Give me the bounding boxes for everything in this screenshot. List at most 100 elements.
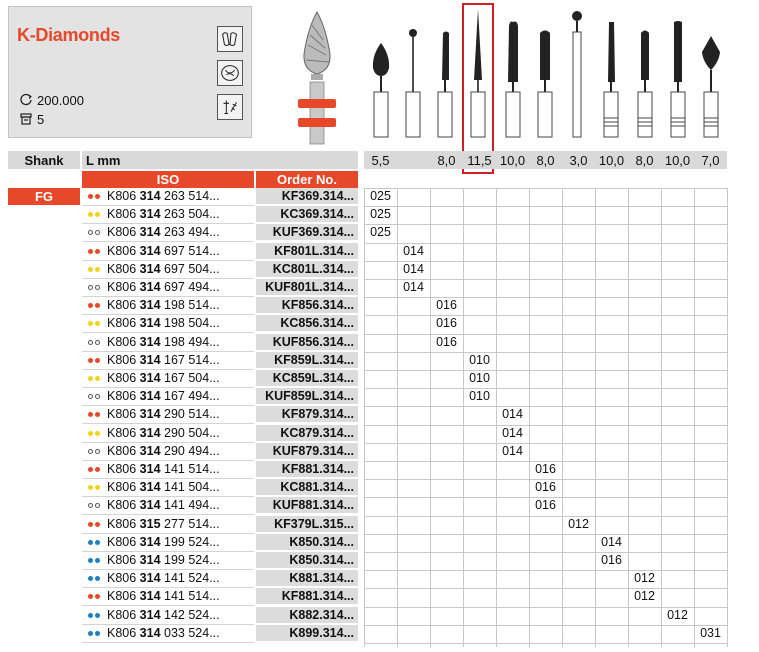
table-row[interactable]: K806 314 167 494... KUF859L.314... 010 — [82, 388, 727, 406]
iso-cell: K806 314 263 504... — [82, 206, 254, 224]
table-row[interactable]: K806 314 290 494... KUF879.314... 014 — [82, 443, 727, 461]
grit-indicator-icon — [82, 188, 107, 205]
table-row[interactable]: K806 314 141 514... KF881.314... 012 — [82, 588, 727, 606]
grid-line — [364, 461, 727, 462]
iso-suffix: 290 494... — [160, 444, 220, 458]
order-number[interactable]: KF856.314... — [256, 297, 358, 314]
order-number[interactable]: KF881.314... — [256, 461, 358, 478]
iso-header: ISO — [82, 171, 254, 188]
size-value: 012 — [568, 517, 589, 531]
table-row[interactable]: K806 314 198 494... KUF856.314... 016 — [82, 334, 727, 352]
grit-indicator-icon — [82, 443, 107, 460]
length-cell: 5,5 — [364, 151, 397, 169]
iso-shank-code: 314 — [139, 426, 161, 440]
table-row[interactable]: K806 314 263 494... KUF369.314... 025 — [82, 224, 727, 242]
iso-prefix: K806 — [107, 353, 140, 367]
table-row[interactable]: K806 314 167 504... KC859L.314... 010 — [82, 370, 727, 388]
grid-line — [364, 443, 727, 444]
table-row[interactable]: K806 314 199 524... K850.314... 014 — [82, 534, 727, 552]
size-value: 016 — [436, 298, 457, 312]
table-row[interactable]: K806 314 697 514... KF801L.314... 014 — [82, 243, 727, 261]
iso-shank-code: 314 — [139, 371, 161, 385]
order-number[interactable]: K850.314... — [256, 552, 358, 569]
order-number[interactable]: KF859L.314... — [256, 352, 358, 369]
order-number[interactable]: KC856.314... — [256, 315, 358, 332]
bur-8-850 — [603, 22, 619, 138]
iso-cell: K806 314 198 514... — [82, 297, 254, 315]
table-row[interactable]: K806 314 290 514... KF879.314... 014 — [82, 406, 727, 424]
table-row[interactable]: K806 315 277 514... KF379L.315... 012 — [82, 516, 727, 534]
table-row[interactable]: K806 314 141 504... KC881.314... 016 — [82, 479, 727, 497]
table-row[interactable]: K806 314 198 514... KF856.314... 016 — [82, 297, 727, 315]
order-number[interactable]: KC369.314... — [256, 206, 358, 223]
iso-prefix: K806 — [107, 571, 140, 585]
table-row[interactable]: K806 314 033 524... K899.314... 031 — [82, 625, 727, 643]
table-row[interactable]: K806 314 167 514... KF859L.314... 010 — [82, 352, 727, 370]
iso-suffix: 199 524... — [160, 553, 220, 567]
table-row[interactable]: K806 314 198 504... KC856.314... 016 — [82, 315, 727, 333]
length-cell — [397, 151, 430, 169]
order-number[interactable]: KUF859L.314... — [256, 388, 358, 405]
order-number[interactable]: KC881.314... — [256, 479, 358, 496]
iso-suffix: 290 514... — [160, 407, 220, 421]
order-number[interactable]: KF881.314... — [256, 588, 358, 605]
order-number[interactable]: KF801L.314... — [256, 243, 358, 260]
order-number[interactable]: KUF879.314... — [256, 443, 358, 460]
instrument-illustrations — [298, 9, 720, 145]
order-number[interactable]: KF879.314... — [256, 406, 358, 423]
order-number[interactable]: K882.314... — [256, 607, 358, 624]
grit-indicator-icon — [82, 406, 107, 423]
grid-line — [364, 516, 727, 517]
product-header: K-Diamonds 200.000 5 — [8, 6, 252, 138]
order-number[interactable]: K881.314... — [256, 570, 358, 587]
iso-suffix: 198 514... — [160, 298, 220, 312]
grid-line — [694, 188, 695, 647]
order-number[interactable]: KUF881.314... — [256, 497, 358, 514]
size-value: 016 — [601, 553, 622, 567]
table-row[interactable]: K806 314 141 524... K881.314... 012 — [82, 570, 727, 588]
grit-indicator-icon — [82, 588, 107, 605]
table-row[interactable]: K806 314 697 494... KUF801L.314... 014 — [82, 279, 727, 297]
grid-line — [364, 552, 727, 553]
order-number[interactable]: K850.314... — [256, 534, 358, 551]
order-number[interactable]: KF369.314... — [256, 188, 358, 205]
table-row[interactable]: K806 314 290 504... KC879.314... 014 — [82, 425, 727, 443]
table-row[interactable]: K806 314 142 524... K882.314... 012 — [82, 607, 727, 625]
iso-cell: K806 314 167 514... — [82, 352, 254, 370]
grit-indicator-icon — [82, 625, 107, 642]
iso-suffix: 263 494... — [160, 225, 220, 239]
length-cell: 10,0 — [496, 151, 529, 169]
grid-line — [364, 188, 365, 647]
iso-prefix: K806 — [107, 426, 140, 440]
iso-shank-code: 314 — [139, 353, 161, 367]
iso-cell: K806 314 167 504... — [82, 370, 254, 388]
iso-suffix: 198 504... — [160, 316, 220, 330]
order-number[interactable]: KC859L.314... — [256, 370, 358, 387]
size-value: 014 — [502, 426, 523, 440]
iso-shank-code: 314 — [139, 462, 161, 476]
size-value: 014 — [403, 280, 424, 294]
order-number[interactable]: K899.314... — [256, 625, 358, 642]
table-row[interactable]: K806 314 263 504... KC369.314... 025 — [82, 206, 727, 224]
grit-indicator-icon — [82, 497, 107, 514]
order-number[interactable]: KUF369.314... — [256, 224, 358, 241]
iso-prefix: K806 — [107, 316, 140, 330]
table-row[interactable]: K806 314 697 504... KC801L.314... 014 — [82, 261, 727, 279]
size-value: 016 — [535, 480, 556, 494]
table-row[interactable]: K806 314 141 514... KF881.314... 016 — [82, 461, 727, 479]
iso-cell: K806 314 167 494... — [82, 388, 254, 406]
order-number[interactable]: KC879.314... — [256, 425, 358, 442]
size-value: 014 — [403, 262, 424, 276]
iso-shank-code: 314 — [139, 589, 161, 603]
table-row[interactable]: K806 314 263 514... KF369.314... 025 — [82, 188, 727, 206]
iso-prefix: K806 — [107, 225, 140, 239]
table-row[interactable]: K806 314 141 494... KUF881.314... 016 — [82, 497, 727, 515]
order-number[interactable]: KF379L.315... — [256, 516, 358, 533]
grid-line — [364, 625, 727, 626]
iso-suffix: 141 514... — [160, 462, 220, 476]
order-number[interactable]: KUF856.314... — [256, 334, 358, 351]
grid-line — [562, 188, 563, 647]
table-row[interactable]: K806 314 199 524... K850.314... 016 — [82, 552, 727, 570]
order-number[interactable]: KUF801L.314... — [256, 279, 358, 296]
order-number[interactable]: KC801L.314... — [256, 261, 358, 278]
